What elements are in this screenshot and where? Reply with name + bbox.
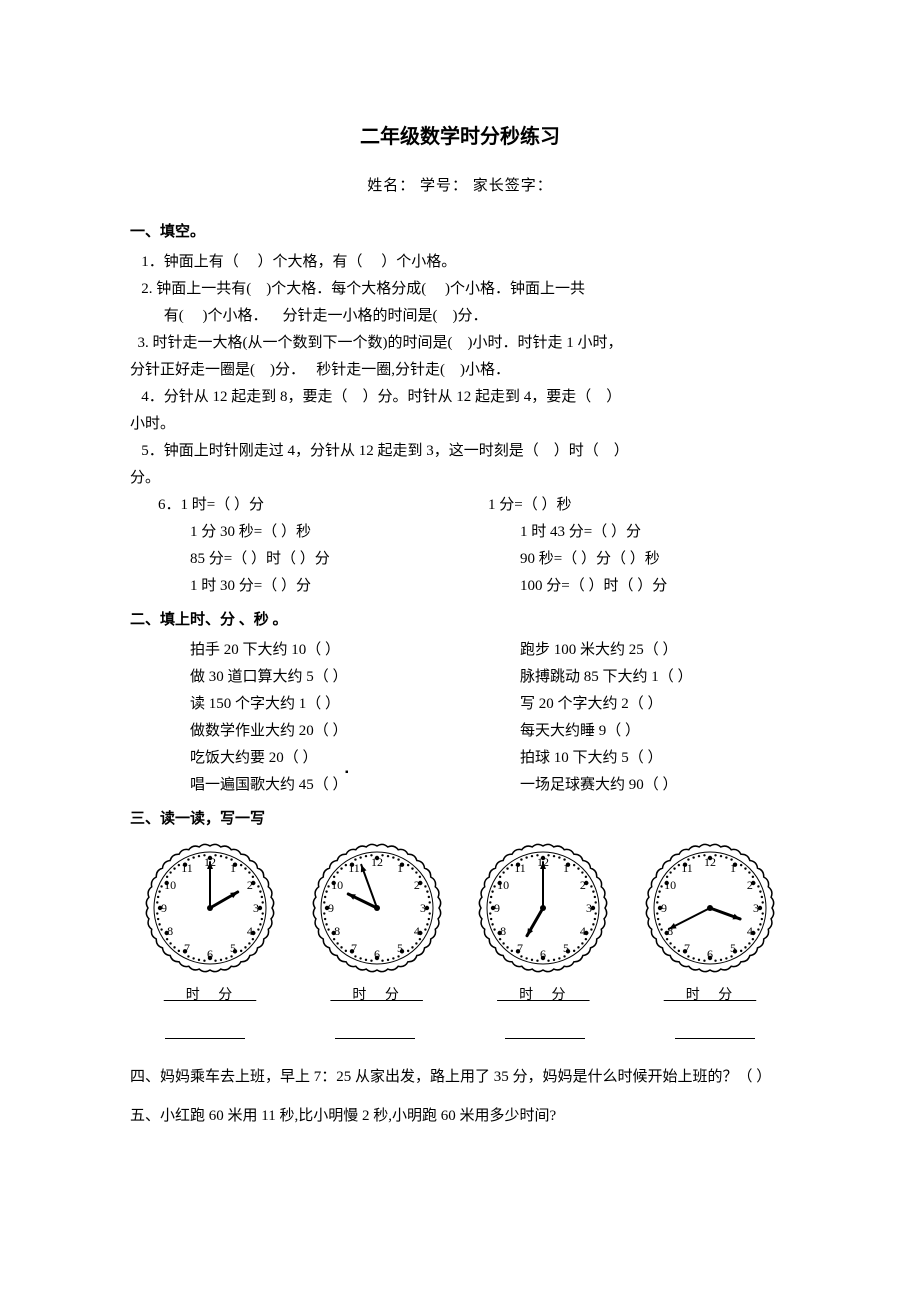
svg-text:6: 6 <box>374 947 380 961</box>
section-2-head: 二、填上时、分 、秒 。 <box>130 608 790 629</box>
svg-text:4: 4 <box>247 924 253 938</box>
svg-text:6: 6 <box>707 947 713 961</box>
conv-l-3: 1 时 30 分=（ ）分 <box>130 573 520 600</box>
svg-text:10: 10 <box>497 878 509 892</box>
blank-1 <box>165 1024 245 1039</box>
unit-r-1: 脉搏跳动 85 下大约 1（ ） <box>520 664 790 691</box>
svg-text:2: 2 <box>747 878 753 892</box>
svg-text:8: 8 <box>334 924 340 938</box>
svg-text:5: 5 <box>563 941 569 955</box>
svg-text:5: 5 <box>730 941 736 955</box>
unit-r-4: 拍球 10 下大约 5（ ） <box>520 745 790 772</box>
unit-r-5: 一场足球赛大约 90（ ） <box>520 772 790 799</box>
unit-r-3: 每天大约睡 9（ ） <box>520 718 790 745</box>
unit-l-2: 读 150 个字大约 1（ ） <box>130 691 520 718</box>
svg-text:12: 12 <box>371 855 383 869</box>
svg-text:1: 1 <box>563 861 569 875</box>
clock-3: 123456789101112 时 分 <box>463 838 623 1004</box>
svg-text:7: 7 <box>517 941 523 955</box>
svg-text:4: 4 <box>747 924 753 938</box>
svg-text:3: 3 <box>753 901 759 915</box>
svg-text:11: 11 <box>348 861 360 875</box>
unit-l-0: 拍手 20 下大约 10（ ） <box>130 637 520 664</box>
fill-line-1: 2. 钟面上一共有( )个大格．每个大格分成( )个小格．钟面上一共 <box>130 276 790 303</box>
clock-label-3: 时 分 <box>463 984 623 1004</box>
svg-text:2: 2 <box>413 878 419 892</box>
unit-r-0: 跑步 100 米大约 25（ ） <box>520 637 790 664</box>
question-4: 四、妈妈乘车去上班，早上 7：25 从家出发，路上用了 35 分，妈妈是什么时候… <box>130 1064 790 1091</box>
svg-text:11: 11 <box>515 861 527 875</box>
svg-text:9: 9 <box>328 901 334 915</box>
unit-l-4: 吃饭大约要 20（ ） <box>130 745 520 772</box>
unit-l-1: 做 30 道口算大约 5（ ） <box>130 664 520 691</box>
svg-text:7: 7 <box>684 941 690 955</box>
svg-text:12: 12 <box>704 855 716 869</box>
svg-text:10: 10 <box>164 878 176 892</box>
clock-2: 123456789101112 时 分 <box>297 838 457 1004</box>
svg-text:2: 2 <box>580 878 586 892</box>
svg-text:9: 9 <box>161 901 167 915</box>
clock-label-4: 时 分 <box>630 984 790 1004</box>
clock-label-2: 时 分 <box>297 984 457 1004</box>
fill-line-0: 1．钟面上有（ ）个大格，有（ ）个小格。 <box>130 249 790 276</box>
blank-2 <box>335 1024 415 1039</box>
conv-l-0: 1 时=（ ）分 <box>181 497 264 513</box>
unit-l-5: 唱一遍国歌大约 45（ ） <box>130 772 520 799</box>
unit-l-3: 做数学作业大约 20（ ） <box>130 718 520 745</box>
svg-text:6: 6 <box>207 947 213 961</box>
fill-line-6: 小时。 <box>130 411 790 438</box>
unit-r-2: 写 20 个字大约 2（ ） <box>520 691 790 718</box>
svg-text:10: 10 <box>664 878 676 892</box>
section-1-head: 一、填空。 <box>130 220 790 241</box>
svg-text:3: 3 <box>420 901 426 915</box>
conv-r-2: 90 秒=（ ）分（ ）秒 <box>520 546 790 573</box>
svg-text:9: 9 <box>661 901 667 915</box>
svg-text:7: 7 <box>351 941 357 955</box>
fill-line-3: 3. 时针走一大格(从一个数到下一个数)的时间是( )小时．时针走 1 小时， <box>130 330 790 357</box>
svg-text:1: 1 <box>730 861 736 875</box>
svg-text:4: 4 <box>580 924 586 938</box>
marker-dot: ▪ <box>345 767 349 778</box>
svg-text:5: 5 <box>397 941 403 955</box>
item-6-prefix: 6． <box>158 497 181 513</box>
svg-text:8: 8 <box>500 924 506 938</box>
svg-text:6: 6 <box>540 947 546 961</box>
svg-text:8: 8 <box>167 924 173 938</box>
page-title: 二年级数学时分秒练习 <box>130 120 790 149</box>
question-5: 五、小红跑 60 米用 11 秒,比小明慢 2 秒,小明跑 60 米用多少时间? <box>130 1103 790 1130</box>
name-line: 姓名： 学号： 家长签字： <box>130 174 790 195</box>
fill-line-7: 5．钟面上时针刚走过 4，分针从 12 起走到 3，这一时刻是（ ）时（ ） <box>130 438 790 465</box>
fill-line-2: 有( )个小格． 分针走一小格的时间是( )分． <box>130 303 790 330</box>
conv-l-1: 1 分 30 秒=（ ）秒 <box>130 519 520 546</box>
svg-text:7: 7 <box>184 941 190 955</box>
svg-text:1: 1 <box>230 861 236 875</box>
svg-text:1: 1 <box>397 861 403 875</box>
svg-text:2: 2 <box>247 878 253 892</box>
clock-4: 123456789101112 时 分 <box>630 838 790 1004</box>
fill-line-5: 4．分针从 12 起走到 8，要走（ ）分。时针从 12 起走到 4，要走（ ） <box>130 384 790 411</box>
svg-text:4: 4 <box>413 924 419 938</box>
blank-4 <box>675 1024 755 1039</box>
conv-r-3: 100 分=（ ）时（ ）分 <box>520 573 790 600</box>
conv-r-0: 1 分=（ ）秒 <box>488 492 790 519</box>
fill-line-8: 分。 <box>130 465 790 492</box>
blank-3 <box>505 1024 585 1039</box>
conv-l-2: 85 分=（ ）时（ ）分 <box>130 546 520 573</box>
clock-label-1: 时 分 <box>130 984 290 1004</box>
svg-text:10: 10 <box>331 878 343 892</box>
svg-text:9: 9 <box>494 901 500 915</box>
fill-line-4: 分针正好走一圈是( )分． 秒针走一圈,分针走( )小格． <box>130 357 790 384</box>
conv-r-1: 1 时 43 分=（ ）分 <box>520 519 790 546</box>
clock-1: 123456789101112 时 分 <box>130 838 290 1004</box>
svg-text:11: 11 <box>681 861 693 875</box>
svg-text:3: 3 <box>586 901 592 915</box>
svg-text:3: 3 <box>253 901 259 915</box>
section-3-head: 三、读一读，写一写 <box>130 807 790 828</box>
svg-text:11: 11 <box>181 861 193 875</box>
svg-text:5: 5 <box>230 941 236 955</box>
